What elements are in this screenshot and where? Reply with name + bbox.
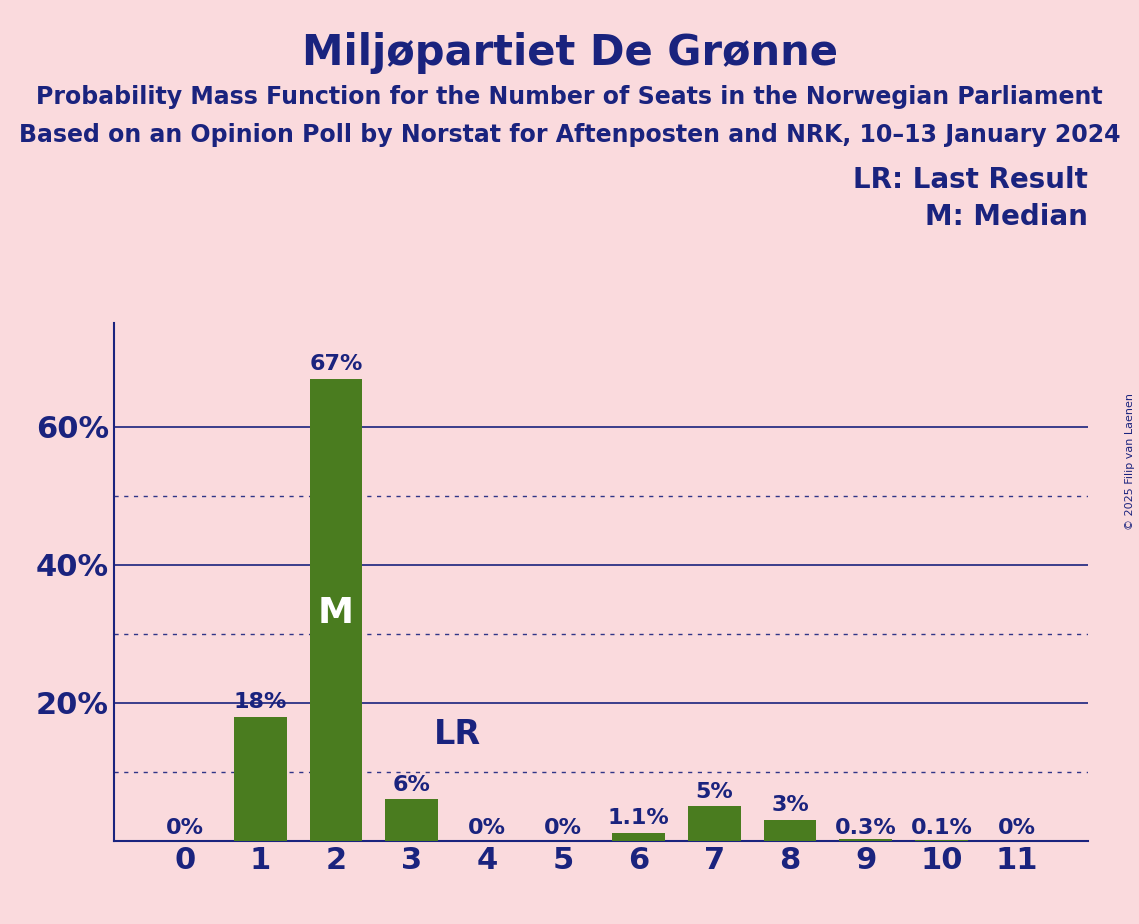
Bar	[233, 717, 287, 841]
Text: 3%: 3%	[771, 796, 809, 815]
Bar	[385, 799, 439, 841]
Text: LR: LR	[434, 718, 481, 751]
Bar	[612, 833, 665, 841]
Bar	[310, 379, 362, 841]
Text: 0%: 0%	[468, 818, 507, 838]
Text: 0.3%: 0.3%	[835, 818, 896, 838]
Text: 6%: 6%	[393, 774, 431, 795]
Text: Probability Mass Function for the Number of Seats in the Norwegian Parliament: Probability Mass Function for the Number…	[36, 85, 1103, 109]
Bar	[763, 821, 817, 841]
Text: M: Median: M: Median	[925, 203, 1088, 231]
Bar	[839, 839, 892, 841]
Text: LR: Last Result: LR: Last Result	[853, 166, 1088, 194]
Text: 1.1%: 1.1%	[608, 808, 670, 829]
Text: 18%: 18%	[233, 692, 287, 711]
Text: © 2025 Filip van Laenen: © 2025 Filip van Laenen	[1125, 394, 1134, 530]
Text: M: M	[318, 596, 354, 630]
Text: 67%: 67%	[310, 354, 362, 374]
Bar	[688, 807, 740, 841]
Text: 0.1%: 0.1%	[910, 818, 973, 838]
Text: 0%: 0%	[165, 818, 204, 838]
Text: Based on an Opinion Poll by Norstat for Aftenposten and NRK, 10–13 January 2024: Based on an Opinion Poll by Norstat for …	[18, 123, 1121, 147]
Text: 0%: 0%	[998, 818, 1036, 838]
Text: Miljøpartiet De Grønne: Miljøpartiet De Grønne	[302, 32, 837, 74]
Text: 5%: 5%	[696, 782, 734, 801]
Text: 0%: 0%	[544, 818, 582, 838]
